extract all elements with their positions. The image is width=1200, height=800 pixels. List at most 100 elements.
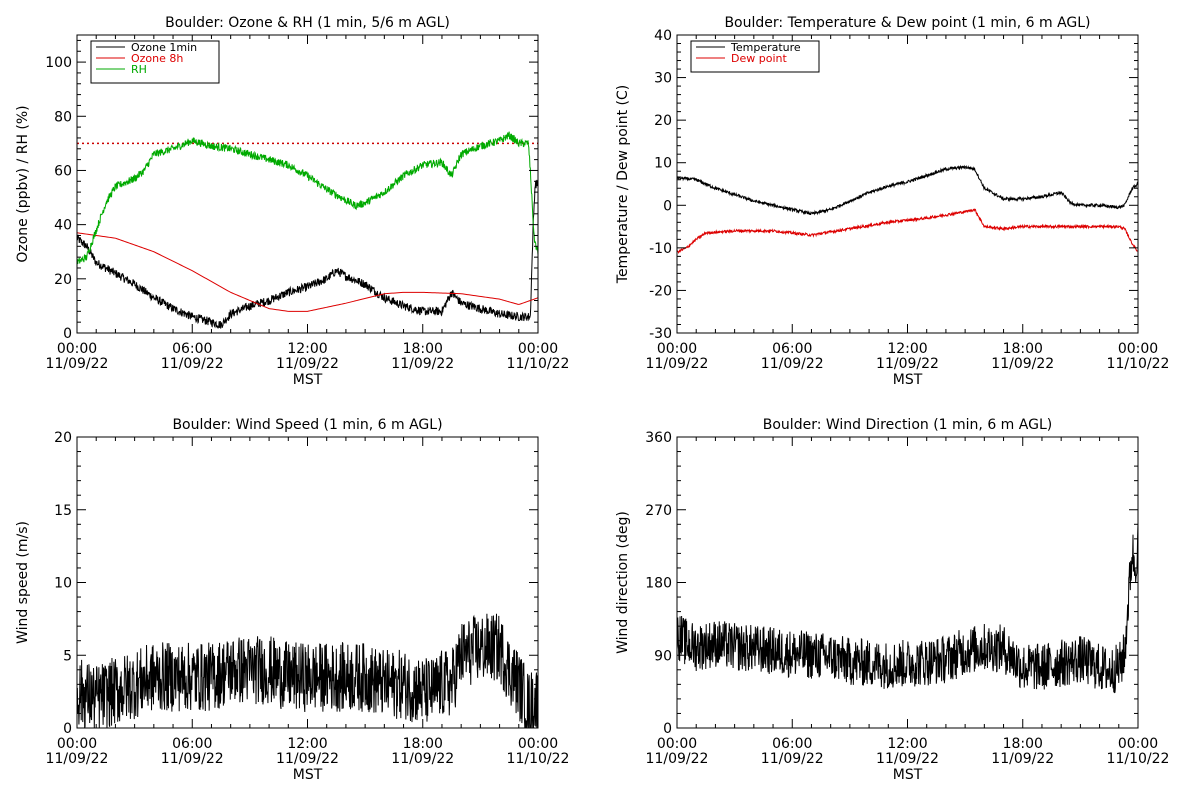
x-tick-label-date: 11/09/22 bbox=[646, 751, 709, 767]
x-axis-label: MST bbox=[893, 372, 923, 388]
y-tick-label: 20 bbox=[654, 113, 672, 129]
series-line-ozone-1min bbox=[77, 179, 538, 329]
x-axis-label: MST bbox=[293, 767, 323, 783]
plot-area bbox=[77, 613, 538, 728]
chart-panel-2: Boulder: Temperature & Dew point (1 min,… bbox=[615, 15, 1169, 388]
series-line-temperature bbox=[677, 164, 1138, 216]
x-tick-label-time: 00:00 bbox=[57, 341, 97, 357]
y-tick-label: 20 bbox=[54, 272, 72, 288]
x-tick-label-time: 18:00 bbox=[1003, 736, 1043, 752]
legend-entry: Ozone 1min bbox=[131, 41, 197, 54]
x-tick-label-time: 06:00 bbox=[172, 736, 212, 752]
axes-frame bbox=[676, 34, 1139, 334]
chart-title: Boulder: Ozone & RH (1 min, 5/6 m AGL) bbox=[165, 15, 450, 31]
y-tick-label: 0 bbox=[663, 721, 672, 737]
y-tick-label: 40 bbox=[54, 218, 72, 234]
series-line-1 bbox=[77, 613, 538, 728]
x-tick-label-time: 00:00 bbox=[57, 736, 97, 752]
plot-area bbox=[677, 164, 1138, 255]
legend-box bbox=[90, 40, 220, 84]
y-tick-label: 180 bbox=[645, 576, 672, 592]
x-tick-label-date: 11/09/22 bbox=[876, 751, 939, 767]
x-tick-label-time: 12:00 bbox=[287, 341, 327, 357]
y-tick-label: 15 bbox=[54, 503, 72, 519]
y-tick-label: 30 bbox=[654, 71, 672, 87]
x-tick-label-time: 18:00 bbox=[1003, 341, 1043, 357]
x-tick-label-time: 12:00 bbox=[287, 736, 327, 752]
series-line-ozone-8h bbox=[77, 232, 538, 312]
x-tick-label-time: 12:00 bbox=[887, 341, 927, 357]
x-tick-label-date: 11/10/22 bbox=[507, 356, 570, 372]
y-tick-label: 20 bbox=[54, 430, 72, 446]
x-tick-label-date: 11/09/22 bbox=[161, 356, 224, 372]
legend-box bbox=[690, 40, 820, 73]
x-tick-label-time: 18:00 bbox=[403, 341, 443, 357]
x-tick-label-date: 11/09/22 bbox=[991, 356, 1054, 372]
chart-title: Boulder: Wind Direction (1 min, 6 m AGL) bbox=[763, 417, 1052, 433]
x-tick-label-time: 18:00 bbox=[403, 736, 443, 752]
legend-entry: Temperature bbox=[730, 41, 801, 54]
x-tick-label-date: 11/10/22 bbox=[507, 751, 570, 767]
x-tick-label-date: 11/09/22 bbox=[391, 751, 454, 767]
x-tick-label-time: 00:00 bbox=[1118, 341, 1158, 357]
x-axis-label: MST bbox=[893, 767, 923, 783]
x-tick-label-date: 11/09/22 bbox=[276, 356, 339, 372]
y-axis-label: Ozone (ppbv) / RH (%) bbox=[15, 105, 31, 262]
x-tick-label-date: 11/10/22 bbox=[1107, 751, 1170, 767]
x-tick-label-date: 11/09/22 bbox=[761, 356, 824, 372]
legend-entry: Dew point bbox=[731, 52, 787, 65]
x-tick-label-time: 06:00 bbox=[172, 341, 212, 357]
series-line-1 bbox=[677, 522, 1138, 694]
y-tick-label: 100 bbox=[45, 55, 72, 71]
x-tick-label-date: 11/09/22 bbox=[46, 751, 109, 767]
x-tick-label-date: 11/09/22 bbox=[46, 356, 109, 372]
y-tick-label: 0 bbox=[663, 198, 672, 214]
y-tick-label: 0 bbox=[63, 326, 72, 342]
chart-panel-1: Boulder: Ozone & RH (1 min, 5/6 m AGL)00… bbox=[15, 15, 569, 388]
y-tick-label: 360 bbox=[645, 430, 672, 446]
y-tick-label: 10 bbox=[54, 576, 72, 592]
x-tick-label-time: 00:00 bbox=[657, 341, 697, 357]
x-tick-label-date: 11/09/22 bbox=[276, 751, 339, 767]
y-tick-label: 5 bbox=[63, 648, 72, 664]
y-tick-label: 80 bbox=[54, 109, 72, 125]
y-axis-label: Wind speed (m/s) bbox=[15, 521, 31, 644]
y-tick-label: -10 bbox=[649, 241, 672, 257]
chart-title: Boulder: Temperature & Dew point (1 min,… bbox=[724, 15, 1090, 31]
x-tick-label-time: 06:00 bbox=[772, 341, 812, 357]
x-tick-label-date: 11/09/22 bbox=[161, 751, 224, 767]
chart-title: Boulder: Wind Speed (1 min, 6 m AGL) bbox=[172, 417, 442, 433]
x-tick-label-date: 11/09/22 bbox=[991, 751, 1054, 767]
chart-panel-4: Boulder: Wind Direction (1 min, 6 m AGL)… bbox=[615, 417, 1169, 783]
legend-entry: Ozone 8h bbox=[131, 52, 183, 65]
legend-entry: RH bbox=[131, 63, 147, 76]
y-axis-label: Wind direction (deg) bbox=[615, 511, 631, 654]
y-tick-label: 60 bbox=[54, 163, 72, 179]
x-tick-label-date: 11/09/22 bbox=[646, 356, 709, 372]
series-line-rh bbox=[77, 131, 538, 266]
y-tick-label: 270 bbox=[645, 503, 672, 519]
x-tick-label-date: 11/09/22 bbox=[761, 751, 824, 767]
y-tick-label: -30 bbox=[649, 326, 672, 342]
series-line-dew-point bbox=[677, 208, 1138, 255]
x-axis-label: MST bbox=[293, 372, 323, 388]
x-tick-label-time: 06:00 bbox=[772, 736, 812, 752]
x-tick-label-time: 12:00 bbox=[887, 736, 927, 752]
plot-area bbox=[77, 131, 538, 329]
y-tick-label: 40 bbox=[654, 28, 672, 44]
y-axis-label: Temperature / Dew point (C) bbox=[615, 85, 631, 284]
x-tick-label-time: 00:00 bbox=[657, 736, 697, 752]
x-tick-label-date: 11/09/22 bbox=[391, 356, 454, 372]
x-tick-label-time: 00:00 bbox=[518, 341, 558, 357]
plot-area bbox=[677, 522, 1138, 694]
y-tick-label: 10 bbox=[654, 156, 672, 172]
x-tick-label-date: 11/10/22 bbox=[1107, 356, 1170, 372]
y-tick-label: 90 bbox=[654, 648, 672, 664]
y-tick-label: -20 bbox=[649, 283, 672, 299]
y-tick-label: 0 bbox=[63, 721, 72, 737]
chart-panel-3: Boulder: Wind Speed (1 min, 6 m AGL) 00:0… bbox=[15, 417, 569, 783]
x-tick-label-time: 00:00 bbox=[518, 736, 558, 752]
x-tick-label-date: 11/09/22 bbox=[876, 356, 939, 372]
x-tick-label-time: 00:00 bbox=[1118, 736, 1158, 752]
